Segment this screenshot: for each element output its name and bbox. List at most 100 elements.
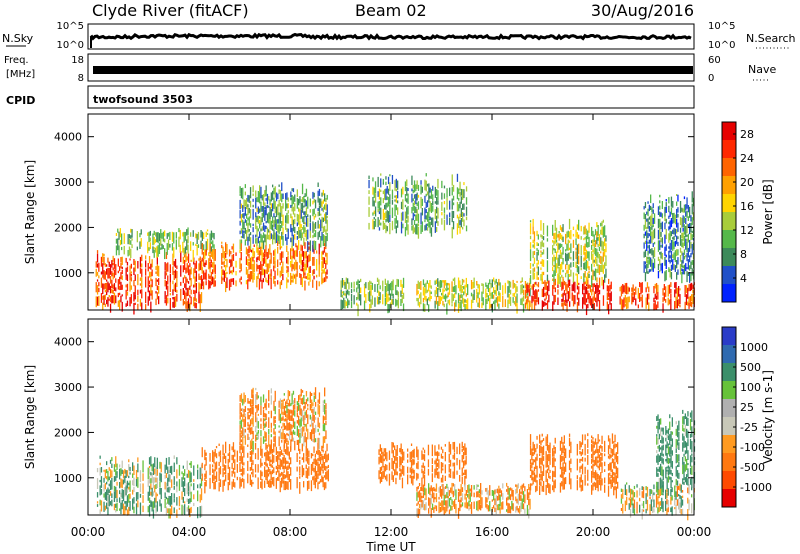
- data-cell: [681, 260, 683, 268]
- data-cell: [300, 408, 302, 417]
- data-cell: [540, 445, 542, 454]
- data-cell: [635, 286, 637, 295]
- data-cell: [487, 505, 490, 512]
- data-cell: [685, 254, 687, 258]
- data-cell: [480, 483, 482, 495]
- data-cell: [242, 230, 244, 239]
- data-cell: [293, 262, 296, 271]
- data-cell: [287, 408, 289, 420]
- data-cell: [416, 202, 418, 206]
- data-cell: [578, 282, 580, 285]
- data-cell: [278, 400, 280, 408]
- data-cell: [199, 276, 201, 280]
- x-tick-label: 12:00: [374, 525, 409, 539]
- data-cell: [691, 294, 693, 302]
- data-cell: [243, 428, 245, 438]
- data-cell: [231, 481, 233, 490]
- data-cell: [296, 425, 298, 436]
- data-cell: [383, 448, 385, 453]
- data-cell: [416, 297, 418, 302]
- data-cell: [457, 277, 460, 289]
- data-cell: [570, 458, 572, 464]
- data-cell: [385, 176, 387, 180]
- data-cell: [147, 296, 149, 306]
- data-cell: [322, 400, 324, 403]
- data-cell: [249, 440, 252, 451]
- data-cell: [327, 469, 329, 482]
- data-cell: [324, 193, 326, 202]
- data-cell: [660, 212, 662, 217]
- data-cell: [602, 252, 604, 262]
- data-cell: [247, 433, 249, 440]
- data-cell: [145, 304, 147, 310]
- data-cell: [107, 297, 109, 307]
- data-cell: [156, 285, 158, 291]
- data-cell: [246, 220, 248, 226]
- data-cell: [460, 497, 462, 503]
- data-cell: [167, 297, 169, 304]
- data-cell: [561, 281, 563, 291]
- data-cell: [653, 241, 656, 245]
- data-cell: [293, 274, 296, 279]
- data-cell: [448, 473, 450, 478]
- freq-label-line2: [MHz]: [6, 69, 35, 80]
- data-cell: [182, 505, 184, 514]
- data-cell: [506, 497, 508, 506]
- data-cell: [448, 453, 450, 463]
- data-cell: [449, 212, 451, 217]
- data-cell: [305, 464, 307, 470]
- data-cell: [513, 283, 516, 288]
- data-cell: [350, 301, 353, 309]
- data-cell: [461, 493, 464, 501]
- data-cell: [657, 486, 659, 496]
- data-cell: [516, 303, 518, 314]
- data-cell: [533, 267, 536, 272]
- data-cell: [147, 506, 149, 513]
- data-cell: [244, 199, 246, 207]
- data-cell: [470, 485, 473, 497]
- data-cell: [565, 252, 567, 262]
- data-cell: [265, 221, 267, 224]
- data-cell: [580, 276, 582, 279]
- data-cell: [314, 199, 317, 209]
- data-cell: [283, 455, 285, 464]
- data-cell: [689, 206, 691, 218]
- data-cell: [139, 241, 141, 249]
- data-cell: [552, 448, 554, 457]
- data-cell: [665, 459, 667, 462]
- data-cell: [286, 460, 288, 464]
- data-cell: [210, 281, 212, 286]
- data-cell: [108, 298, 110, 301]
- data-cell: [212, 468, 214, 473]
- data-cell: [379, 453, 381, 463]
- data-cell: [452, 471, 454, 479]
- data-cell: [666, 430, 668, 434]
- data-cell: [467, 298, 469, 310]
- data-cell: [533, 459, 536, 463]
- data-cell: [305, 200, 308, 207]
- data-cell: [593, 259, 595, 263]
- data-cell: [678, 286, 680, 297]
- data-cell: [318, 449, 320, 462]
- data-cell: [121, 275, 123, 281]
- data-cell: [96, 492, 99, 498]
- data-cell: [125, 289, 127, 300]
- data-cell: [459, 181, 461, 191]
- data-cell: [221, 266, 223, 269]
- data-cell: [411, 175, 413, 185]
- data-cell: [665, 437, 667, 442]
- data-cell: [606, 285, 608, 292]
- data-cell: [291, 431, 293, 442]
- data-cell: [377, 201, 379, 209]
- data-cell: [167, 262, 169, 272]
- data-cell: [444, 444, 446, 447]
- data-cell: [258, 264, 261, 275]
- data-cell: [691, 494, 693, 498]
- data-cell: [666, 489, 668, 493]
- data-cell: [407, 193, 409, 204]
- data-cell: [296, 439, 298, 445]
- data-cell: [654, 293, 656, 299]
- data-cell: [290, 467, 292, 473]
- data-cell: [686, 241, 688, 253]
- data-cell: [565, 303, 567, 306]
